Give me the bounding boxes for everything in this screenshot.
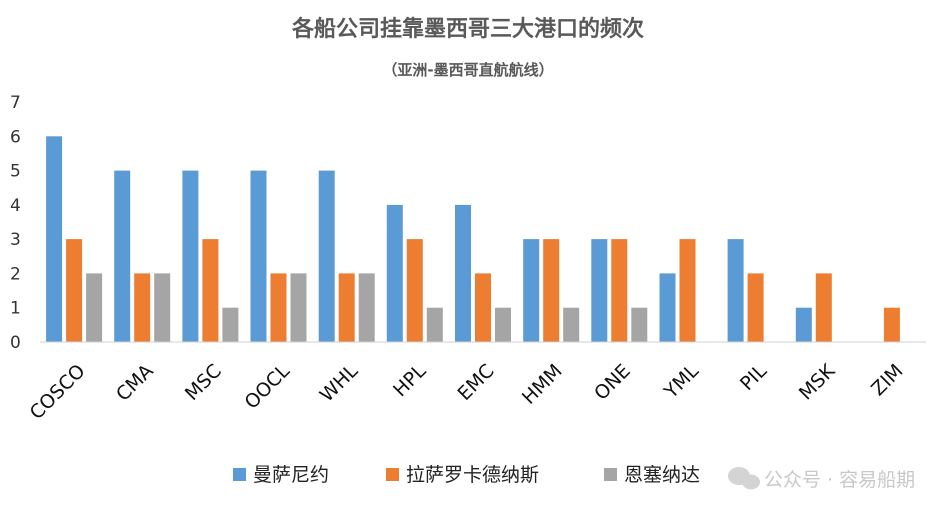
bar-hpl-series-2 — [406, 239, 423, 342]
category-label: MSC — [181, 360, 226, 405]
bar-whl-series-1 — [318, 170, 335, 342]
bar-yml-series-1 — [659, 273, 676, 342]
category-label: EMC — [454, 360, 499, 405]
y-tick-label: 2 — [10, 264, 21, 284]
legend-swatch — [604, 468, 617, 481]
bar-msk-series-1 — [795, 307, 812, 342]
legend-label: 拉萨罗卡德纳斯 — [406, 464, 539, 486]
category-label: ONE — [590, 360, 635, 405]
category-label: MSK — [795, 360, 840, 405]
category-label: COSCO — [26, 360, 90, 424]
y-axis-ticks: 0 1 2 3 4 5 6 7 — [10, 93, 21, 353]
bar-cma-series-2 — [134, 273, 151, 342]
bar-oocl-series-3 — [290, 273, 307, 342]
bars — [46, 136, 900, 342]
category-label: CMA — [112, 360, 158, 406]
y-tick-label: 7 — [10, 93, 21, 113]
bar-emc-series-2 — [475, 273, 491, 342]
watermark: 公众号 · 容易船期 — [728, 467, 915, 491]
bar-whl-series-3 — [358, 273, 375, 342]
category-label: OOCL — [240, 360, 294, 414]
bar-zim-series-2 — [883, 307, 900, 342]
bar-cosco-series-3 — [86, 273, 103, 342]
bar-hmm-series-3 — [563, 307, 580, 342]
bar-cosco-series-1 — [46, 136, 63, 342]
y-tick-label: 5 — [10, 162, 21, 182]
category-labels: COSCO CMA MSC OOCL WHL HPL EMC HMM ONE YML PIL MSK Z… — [26, 360, 908, 424]
category-label: YML — [659, 360, 703, 404]
bar-msc-series-2 — [202, 239, 219, 342]
y-tick-label: 3 — [10, 230, 21, 250]
category-label: HPL — [389, 360, 431, 402]
y-tick-label: 6 — [10, 127, 21, 147]
y-tick-label: 0 — [10, 333, 21, 353]
bar-cma-series-1 — [114, 170, 131, 342]
chart-title: 各船公司挂靠墨西哥三大港口的频次 — [291, 16, 644, 42]
bar-yml-series-2 — [679, 239, 696, 342]
bar-cma-series-3 — [154, 273, 171, 342]
bar-one-series-3 — [631, 307, 648, 342]
bar-hpl-series-1 — [386, 204, 403, 342]
bar-msc-series-3 — [222, 307, 239, 342]
y-tick-label: 1 — [10, 299, 21, 319]
bar-hpl-series-3 — [426, 307, 443, 342]
category-label: ZIM — [867, 360, 907, 400]
legend-swatch — [386, 468, 399, 481]
legend-label: 曼萨尼约 — [253, 464, 329, 486]
bar-emc-series-1 — [455, 204, 471, 342]
bar-hmm-series-2 — [543, 239, 560, 342]
bar-msc-series-1 — [182, 170, 199, 342]
bar-emc-series-3 — [495, 307, 511, 342]
bar-one-series-2 — [611, 239, 628, 342]
bar-one-series-1 — [591, 239, 608, 342]
legend-swatch — [233, 468, 246, 481]
category-label: WHL — [316, 360, 363, 407]
bar-pil-series-1 — [727, 239, 744, 342]
category-label: HMM — [518, 360, 567, 409]
bar-hmm-series-1 — [523, 239, 540, 342]
category-label: PIL — [736, 360, 771, 395]
y-tick-label: 4 — [10, 196, 21, 216]
legend-label: 恩塞纳达 — [624, 464, 700, 486]
bar-whl-series-2 — [338, 273, 355, 342]
bar-oocl-series-2 — [270, 273, 287, 342]
watermark-text: 公众号 · 容易船期 — [764, 469, 915, 491]
bar-msk-series-2 — [815, 273, 832, 342]
bar-cosco-series-2 — [66, 239, 83, 342]
wechat-icon — [728, 467, 760, 490]
chart-subtitle: （亚洲-墨西哥直航航线） — [382, 61, 553, 79]
legend: 曼萨尼约 拉萨罗卡德纳斯 恩塞纳达 — [233, 464, 700, 486]
bar-pil-series-2 — [747, 273, 764, 342]
bar-oocl-series-1 — [250, 170, 267, 342]
